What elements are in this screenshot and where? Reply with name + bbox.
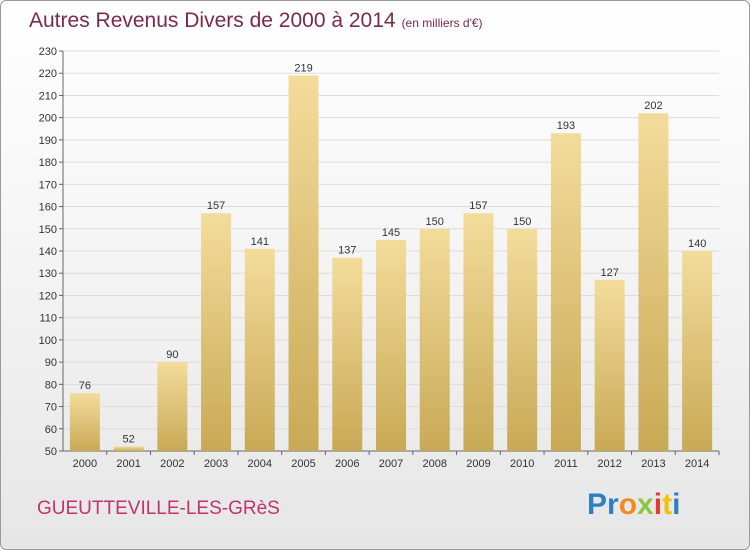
bar-value-label: 219 bbox=[294, 62, 312, 74]
x-tick-label: 2011 bbox=[554, 458, 578, 470]
bar-value-label: 137 bbox=[338, 245, 356, 257]
x-tick-label: 2006 bbox=[335, 458, 359, 470]
y-tick-label: 180 bbox=[39, 157, 57, 169]
bar-value-label: 140 bbox=[688, 238, 706, 250]
y-tick-label: 60 bbox=[45, 424, 57, 436]
bar bbox=[113, 446, 144, 451]
x-tick-label: 2004 bbox=[248, 458, 272, 470]
bar bbox=[69, 393, 100, 451]
place-name: GUEUTTEVILLE-LES-GRèS bbox=[37, 498, 280, 519]
y-tick-label: 200 bbox=[39, 113, 57, 125]
bar-value-label: 150 bbox=[513, 216, 531, 228]
bar bbox=[288, 75, 319, 451]
y-tick-label: 160 bbox=[39, 202, 57, 214]
bar bbox=[376, 239, 406, 451]
x-tick-label: 2000 bbox=[73, 458, 97, 470]
y-tick-label: 130 bbox=[39, 268, 57, 280]
bar bbox=[682, 251, 713, 451]
x-tick-label: 2014 bbox=[685, 458, 709, 470]
y-tick-label: 170 bbox=[39, 179, 57, 191]
y-tick-label: 230 bbox=[39, 46, 57, 58]
bar-value-label: 193 bbox=[557, 120, 575, 132]
y-tick-label: 100 bbox=[39, 335, 57, 347]
x-tick-label: 2001 bbox=[116, 458, 140, 470]
x-tick-label: 2009 bbox=[466, 458, 490, 470]
bar bbox=[594, 279, 625, 451]
x-tick-label: 2008 bbox=[422, 458, 446, 470]
logo-letter: t bbox=[662, 488, 673, 521]
y-tick-label: 80 bbox=[45, 379, 57, 391]
bar bbox=[201, 213, 232, 451]
bar bbox=[638, 113, 669, 451]
logo-letter: i bbox=[672, 488, 681, 521]
logo-letter: x bbox=[637, 488, 654, 521]
bar-value-label: 127 bbox=[600, 267, 618, 279]
y-tick-label: 150 bbox=[39, 224, 57, 236]
x-tick-label: 2002 bbox=[160, 458, 184, 470]
bar bbox=[463, 213, 494, 451]
bar-value-label: 141 bbox=[251, 236, 269, 248]
x-tick-label: 2007 bbox=[379, 458, 403, 470]
title-text: Autres Revenus Divers de 2000 à 2014 bbox=[29, 9, 396, 32]
bar bbox=[419, 228, 450, 451]
y-tick-label: 220 bbox=[39, 68, 57, 80]
y-tick-label: 110 bbox=[39, 313, 57, 325]
bar bbox=[507, 228, 538, 451]
bar-value-label: 157 bbox=[469, 200, 487, 212]
logo-letter: r bbox=[607, 488, 619, 521]
y-tick-label: 120 bbox=[39, 290, 57, 302]
logo-letter: P bbox=[587, 488, 608, 521]
y-tick-label: 70 bbox=[45, 402, 57, 414]
bar-value-label: 150 bbox=[426, 216, 444, 228]
x-tick-label: 2003 bbox=[204, 458, 228, 470]
bar-value-label: 157 bbox=[207, 200, 225, 212]
bar-value-label: 202 bbox=[644, 100, 662, 112]
y-tick-label: 210 bbox=[39, 90, 57, 102]
y-tick-label: 90 bbox=[45, 357, 57, 369]
bar bbox=[332, 257, 363, 451]
chart-title: Autres Revenus Divers de 2000 à 2014 (en … bbox=[29, 9, 483, 33]
y-tick-label: 50 bbox=[45, 446, 57, 458]
bar bbox=[244, 248, 275, 451]
bar-value-label: 90 bbox=[166, 349, 178, 361]
bar bbox=[157, 362, 188, 451]
logo-letter: i bbox=[653, 488, 663, 521]
bar-value-label: 76 bbox=[79, 380, 91, 392]
bar-value-label: 52 bbox=[122, 434, 134, 446]
logo-letter: o bbox=[618, 488, 638, 521]
proxiti-logo: Proxiti bbox=[587, 488, 680, 522]
x-tick-label: 2005 bbox=[291, 458, 315, 470]
chart-subtitle: (en milliers d'€) bbox=[401, 16, 483, 30]
bar-value-label: 145 bbox=[382, 227, 400, 239]
y-tick-label: 190 bbox=[39, 135, 57, 147]
x-tick-label: 2010 bbox=[510, 458, 534, 470]
y-tick-label: 140 bbox=[39, 246, 57, 258]
x-tick-label: 2012 bbox=[597, 458, 621, 470]
x-tick-label: 2013 bbox=[641, 458, 665, 470]
bar bbox=[550, 133, 581, 451]
